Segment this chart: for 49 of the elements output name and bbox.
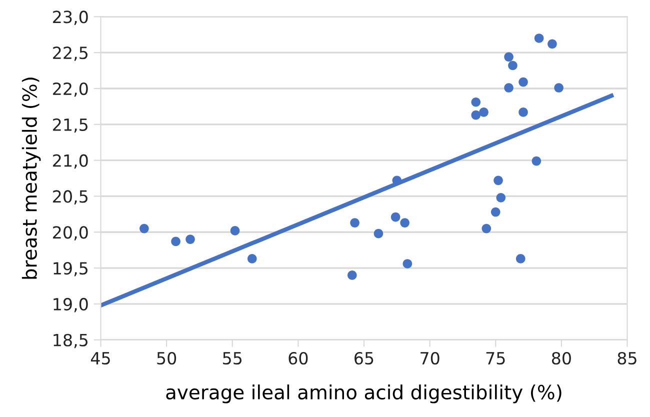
y-tick-label: 23,0 — [53, 10, 88, 25]
point — [504, 83, 514, 92]
point — [390, 212, 400, 222]
point — [490, 207, 500, 217]
point — [400, 218, 410, 228]
y-tick-label: 19,5 — [54, 262, 88, 276]
x-tick-label: 75 — [486, 352, 505, 365]
x-tick-label: 60 — [288, 352, 308, 365]
y-axis-title: breast meatyield (%) — [22, 78, 41, 279]
y-tick-label: 20,5 — [53, 190, 88, 204]
point — [548, 39, 557, 49]
point — [554, 83, 564, 92]
x-tick-label: 70 — [420, 352, 440, 365]
x-tick-label: 45 — [90, 352, 110, 365]
y-tick-label: 22,0 — [53, 82, 88, 97]
x-tick-label: 55 — [223, 352, 242, 365]
point — [347, 270, 357, 280]
x-tick-label: 50 — [157, 352, 176, 365]
y-tick-label: 19,0 — [54, 298, 88, 312]
y-tick-label: 21,0 — [53, 154, 88, 169]
point — [350, 218, 360, 228]
point — [479, 108, 488, 117]
point — [140, 224, 149, 234]
point — [532, 156, 542, 166]
point — [504, 52, 514, 62]
point — [471, 97, 481, 107]
y-tick-label: 21,5 — [53, 118, 88, 133]
point — [171, 236, 180, 246]
point — [508, 60, 518, 70]
point — [494, 176, 503, 186]
x-tick-label: 80 — [552, 352, 571, 365]
point — [518, 108, 528, 117]
point — [402, 259, 412, 268]
y-tick-label: 22,5 — [53, 46, 88, 61]
point — [471, 110, 481, 120]
point — [482, 224, 492, 234]
point — [186, 234, 195, 244]
point — [534, 34, 544, 43]
x-tick-label: 85 — [618, 352, 636, 365]
point — [247, 254, 257, 264]
x-axis-title: average ileal amino acid digestibility (%) — [166, 384, 562, 404]
point — [230, 226, 240, 236]
point — [374, 228, 384, 238]
x-tick-label: 65 — [354, 352, 374, 365]
y-tick-label: 18,5 — [54, 334, 88, 348]
point — [516, 254, 526, 264]
point — [496, 193, 506, 202]
point — [518, 77, 528, 87]
y-tick-label: 20,0 — [53, 226, 88, 240]
